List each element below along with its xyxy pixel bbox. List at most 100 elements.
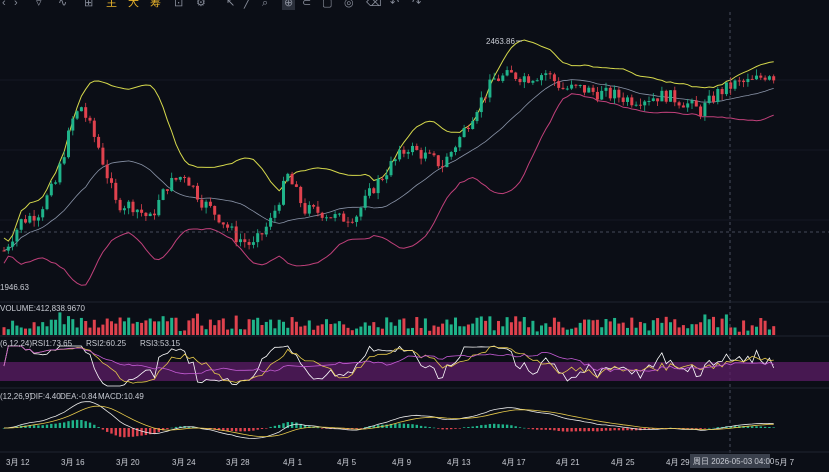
- volume-bar: [273, 328, 277, 335]
- trend-icon[interactable]: ∿: [58, 0, 68, 9]
- large-order-label[interactable]: 大: [128, 0, 139, 9]
- candle-body: [97, 136, 101, 148]
- volume-label: VOLUME:412,838.9670: [0, 304, 85, 313]
- candle-body: [402, 149, 406, 154]
- kline-chart[interactable]: 2463.86 1946.63 VOLUME:412,838.9670 (6,1…: [0, 12, 829, 472]
- layout-icon[interactable]: ⊞: [84, 0, 94, 9]
- macd-bar: [703, 428, 707, 429]
- candle-body: [303, 203, 307, 214]
- volume-bar: [720, 318, 724, 335]
- macd-bar: [269, 426, 272, 428]
- volume-bar: [28, 328, 32, 335]
- candle-body: [552, 74, 556, 82]
- main-indicator-label[interactable]: 主: [106, 0, 117, 9]
- macd-bar: [561, 428, 565, 432]
- candle-body: [591, 87, 595, 92]
- volume-bar: [497, 320, 500, 335]
- macd-bar: [222, 428, 225, 431]
- candle-body: [131, 201, 135, 213]
- delete-icon[interactable]: ⌫: [366, 0, 382, 9]
- volume-bar: [67, 316, 70, 335]
- volume-bar: [552, 317, 556, 335]
- candle-body: [58, 163, 62, 183]
- candlesticks[interactable]: [2, 65, 776, 254]
- macd-lines: [3, 401, 774, 440]
- volume-bar: [135, 321, 139, 335]
- candle-body: [724, 82, 728, 95]
- volume-bar: [256, 317, 260, 335]
- macd-bar: [540, 428, 543, 430]
- settings-icon[interactable]: ⚙: [196, 0, 206, 9]
- cursor-icon[interactable]: ↖: [226, 0, 236, 9]
- candle-body: [337, 213, 341, 215]
- candle-body: [221, 222, 225, 225]
- macd-bar: [54, 423, 57, 428]
- candle-body: [587, 87, 591, 93]
- rsi-band: [0, 362, 829, 381]
- redo-icon[interactable]: ↷: [412, 0, 422, 9]
- macd-bar: [226, 428, 229, 432]
- eye-icon[interactable]: ◎: [344, 0, 354, 9]
- candle-body: [320, 212, 324, 218]
- candle-body: [729, 82, 733, 89]
- volume-bar: [466, 324, 470, 335]
- chips-label[interactable]: 筹: [150, 0, 161, 9]
- volume-bar: [479, 316, 483, 335]
- volume-bar: [355, 328, 359, 335]
- candle-body: [613, 89, 617, 99]
- macd-bar: [622, 428, 625, 431]
- volume-bar: [527, 327, 531, 335]
- volume-bar: [441, 323, 445, 335]
- candle-body: [28, 215, 32, 223]
- zoom-icon[interactable]: ⊕: [282, 0, 296, 10]
- macd-bar: [295, 422, 298, 428]
- macd-bar: [415, 424, 418, 428]
- candle-body: [389, 161, 393, 176]
- dif-label: DIF:4.40: [30, 392, 61, 401]
- search-icon[interactable]: ⌕: [262, 0, 269, 9]
- volume-bar: [565, 329, 569, 335]
- volume-bar: [105, 318, 109, 335]
- tools-icon[interactable]: ⊡: [174, 0, 184, 9]
- volume-bar: [669, 322, 672, 335]
- magnet-icon[interactable]: ⊂: [302, 0, 312, 9]
- volume-bar: [626, 327, 629, 335]
- chevron-left-icon[interactable]: ‹: [2, 0, 6, 9]
- volume-bar: [320, 324, 324, 335]
- volume-bar: [411, 327, 414, 335]
- candle-body: [501, 75, 505, 81]
- candle-body: [772, 76, 776, 81]
- macd-bar: [179, 426, 182, 428]
- macd-bar: [531, 428, 535, 430]
- chevron-right-icon[interactable]: ›: [14, 0, 18, 9]
- candle-body: [669, 90, 672, 102]
- undo-icon[interactable]: ↶: [390, 0, 400, 9]
- candle-body: [634, 104, 638, 106]
- volume-bar: [187, 320, 191, 335]
- volume-bar: [763, 320, 767, 335]
- macd-bar: [690, 428, 694, 429]
- candle-body: [170, 177, 174, 191]
- trendline-icon[interactable]: ╱: [244, 0, 251, 9]
- macd-bar: [256, 428, 259, 430]
- macd-bar: [604, 428, 608, 431]
- macd-bar: [376, 425, 380, 428]
- volume-bar: [286, 327, 290, 335]
- macd-bar: [699, 428, 702, 429]
- candle-body: [105, 164, 109, 179]
- volume-bar: [11, 320, 15, 335]
- candle-body: [230, 226, 234, 228]
- lock-icon[interactable]: ▢: [322, 0, 333, 9]
- candle-body: [368, 188, 371, 196]
- volume-bar: [196, 313, 199, 335]
- candle-body: [294, 184, 298, 187]
- candle-body: [475, 112, 479, 122]
- volume-bar: [303, 325, 307, 335]
- volume-bar: [58, 312, 62, 335]
- candle-body: [79, 107, 83, 112]
- macd-bar: [647, 428, 651, 430]
- time-axis-label: 3月 20: [116, 458, 140, 467]
- volume-bar: [699, 322, 703, 335]
- candle-body: [346, 221, 350, 223]
- indicator-icon[interactable]: ▿: [36, 0, 42, 9]
